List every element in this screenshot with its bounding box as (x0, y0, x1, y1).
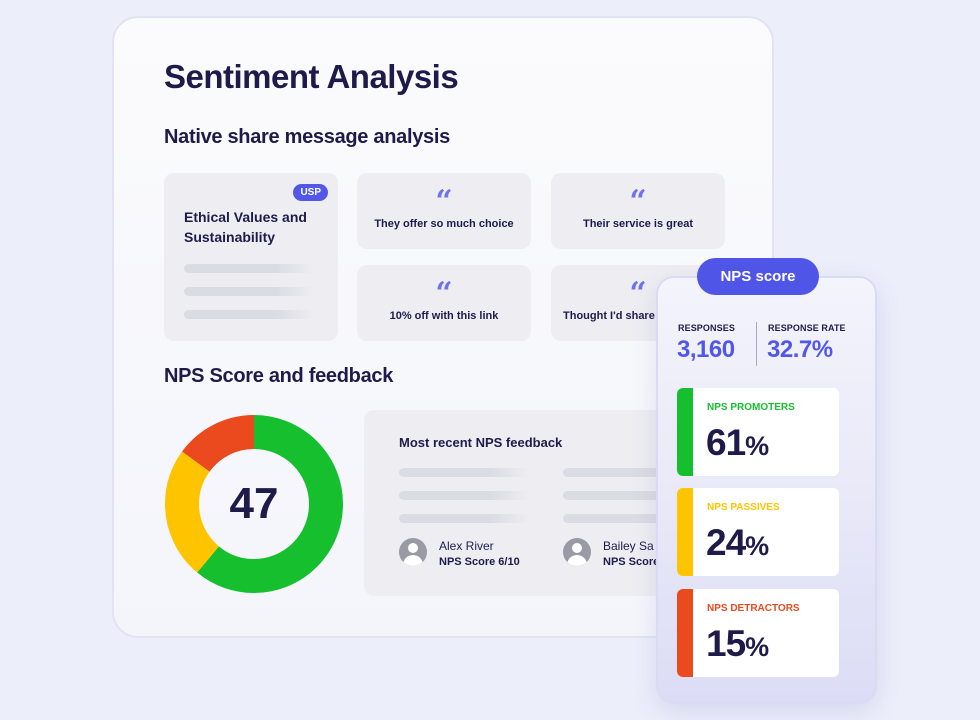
quote-card[interactable]: “ 10% off with this link (357, 265, 531, 341)
placeholder-line (184, 264, 314, 273)
reviewer-score: NPS Score (603, 556, 660, 568)
placeholder-line (184, 310, 314, 319)
avatar-icon (399, 538, 427, 566)
feedback-title: Most recent NPS feedback (399, 435, 563, 450)
promoters-label: NPS PROMOTERS (707, 402, 795, 413)
placeholder-line (563, 468, 693, 477)
quote-icon: “ (435, 184, 453, 219)
usp-card[interactable]: USP Ethical Values and Sustainability (164, 173, 338, 341)
quote-icon: “ (435, 276, 453, 311)
passives-color-bar (677, 488, 693, 576)
detractors-color-bar (677, 589, 693, 677)
reviewer-name: Alex River (439, 539, 494, 553)
quote-text: Their service is great (582, 218, 694, 230)
reviewer-name: Bailey Sa (603, 539, 654, 553)
placeholder-line (184, 287, 314, 296)
placeholder-line (399, 491, 529, 500)
usp-badge: USP (293, 184, 328, 201)
nps-detractors-card[interactable]: NPS DETRACTORS 15% (677, 589, 839, 677)
quote-text: 10% off with this link (389, 310, 499, 322)
promoters-color-bar (677, 388, 693, 476)
reviewer-score: NPS Score 6/10 (439, 556, 520, 568)
quote-text: They offer so much choice (374, 218, 514, 230)
avatar-icon (563, 538, 591, 566)
nps-promoters-card[interactable]: NPS PROMOTERS 61% (677, 388, 839, 476)
placeholder-line (399, 468, 529, 477)
share-analysis-heading: Native share message analysis (164, 126, 450, 148)
promoters-percent: 61% (706, 422, 770, 463)
nps-score-value: 47 (229, 479, 279, 528)
detractors-percent: 15% (706, 623, 770, 664)
quote-card[interactable]: “ They offer so much choice (357, 173, 531, 249)
stat-divider (756, 322, 757, 366)
quote-card[interactable]: “ Their service is great (551, 173, 725, 249)
page-title: Sentiment Analysis (164, 58, 459, 95)
usp-title: Ethical Values and Sustainability (184, 209, 307, 245)
responses-label: RESPONSES (678, 323, 735, 333)
nps-passives-card[interactable]: NPS PASSIVES 24% (677, 488, 839, 576)
response-rate-value: 32.7% (767, 336, 833, 363)
passives-label: NPS PASSIVES (707, 502, 780, 513)
responses-value: 3,160 (677, 336, 735, 363)
placeholder-line (563, 491, 693, 500)
placeholder-line (399, 514, 529, 523)
detractors-label: NPS DETRACTORS (707, 603, 800, 614)
response-rate-label: RESPONSE RATE (768, 323, 846, 333)
donut-segment-detractors (165, 415, 343, 593)
passives-percent: 24% (706, 522, 770, 563)
nps-donut-chart (165, 415, 343, 593)
quote-icon: “ (629, 276, 647, 311)
placeholder-line (563, 514, 693, 523)
nps-feedback-heading: NPS Score and feedback (164, 365, 394, 387)
quote-icon: “ (629, 184, 647, 219)
donut-segment-passives (165, 415, 343, 593)
nps-score-pill[interactable]: NPS score (697, 258, 819, 295)
